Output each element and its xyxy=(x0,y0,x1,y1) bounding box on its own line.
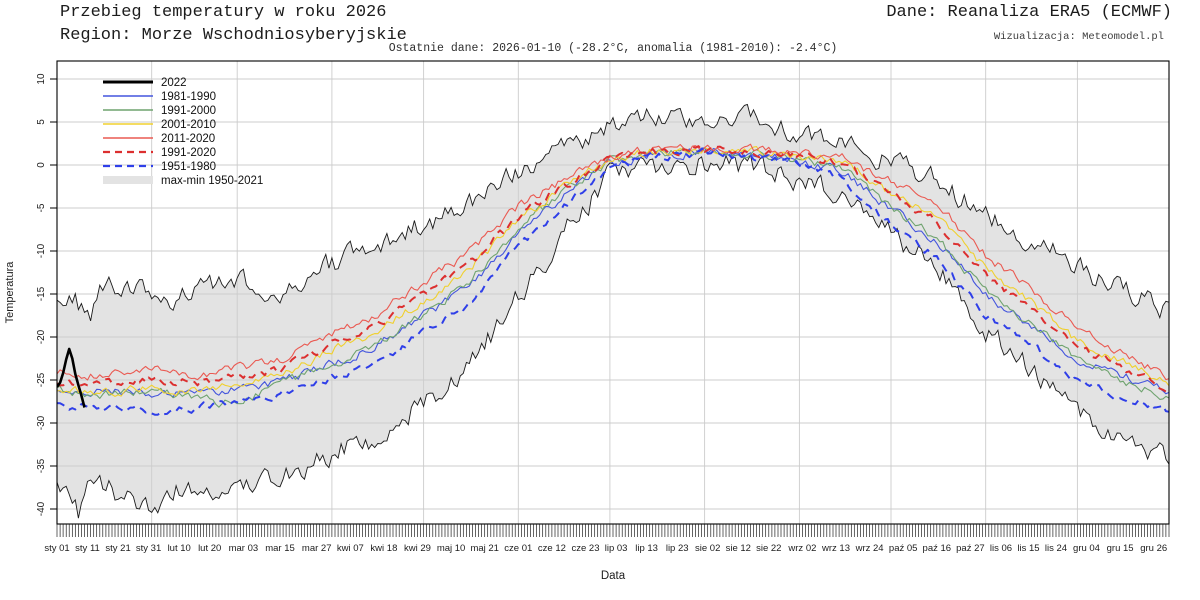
x-tick-label: sie 12 xyxy=(726,543,751,554)
legend-label: 2011-2020 xyxy=(161,133,215,145)
legend-label: max-min 1950-2021 xyxy=(161,175,263,187)
series-line-1951-1980 xyxy=(57,147,1169,416)
x-tick-label: cze 01 xyxy=(504,543,532,554)
x-tick-label: cze 23 xyxy=(572,543,600,554)
x-tick-label: maj 10 xyxy=(437,543,466,554)
legend: 2022 1981-1990 1991-2000 2001-2010 2011-2020… xyxy=(103,77,263,187)
x-axis-title: Data xyxy=(601,570,626,582)
x-tick-label: kwi 18 xyxy=(370,543,397,554)
x-tick-label: sie 02 xyxy=(695,543,720,554)
legend-label: 1991-2000 xyxy=(161,105,216,117)
legend-item: 1991-2020 xyxy=(103,147,216,159)
y-tick-label: 10 xyxy=(36,73,47,85)
legend-label: 1981-1990 xyxy=(161,91,216,103)
x-tick-label: mar 15 xyxy=(265,543,295,554)
y-tick-label: -30 xyxy=(36,415,47,430)
x-tick-label: mar 03 xyxy=(229,543,259,554)
legend-item: 1951-1980 xyxy=(103,161,216,173)
x-tick-label: gru 26 xyxy=(1140,543,1167,554)
x-tick-label: paź 27 xyxy=(956,543,985,554)
x-tick-label: sty 31 xyxy=(136,543,161,554)
band-max-line xyxy=(57,103,1169,322)
x-tick-label: wrz 02 xyxy=(787,543,816,554)
legend-label: 1991-2020 xyxy=(161,147,216,159)
axes: 10 5 0 -5 -10 -15 -20 -25 -30 -35 -40 sty 01 sty 11 s… xyxy=(4,60,1170,582)
x-tick-label: lip 03 xyxy=(605,543,628,554)
last-data-info: Ostatnie dane: 2026-01-10 (-28.2°C, anom… xyxy=(388,42,838,55)
x-tick-label: lut 10 xyxy=(168,543,191,554)
series-lines xyxy=(57,103,1169,519)
y-tick-label: -35 xyxy=(36,458,47,473)
series-line-1991-2000 xyxy=(57,147,1169,408)
x-tick-label: lis 06 xyxy=(990,543,1012,554)
x-tick-label: wrz 13 xyxy=(821,543,850,554)
x-tick-label: cze 12 xyxy=(538,543,566,554)
series-line-2022 xyxy=(57,347,86,408)
series-line-1981-1990 xyxy=(57,147,1169,398)
legend-label: 2001-2010 xyxy=(161,119,216,131)
x-tick-label: sie 22 xyxy=(756,543,781,554)
series-line-2001-2010 xyxy=(57,146,1169,397)
legend-label: 2022 xyxy=(161,77,187,89)
y-tick-label: 5 xyxy=(36,119,47,125)
y-tick-label: -25 xyxy=(36,372,47,387)
x-tick-label: lip 13 xyxy=(635,543,658,554)
legend-band-swatch xyxy=(103,176,153,184)
visualization-credit: Wizualizacja: Meteomodel.pl xyxy=(993,31,1164,43)
y-tick-label: -10 xyxy=(36,243,47,258)
x-tick-label: sty 11 xyxy=(75,543,100,554)
legend-item: 2011-2020 xyxy=(103,133,215,145)
x-tick-label: lis 24 xyxy=(1045,543,1067,554)
legend-item: max-min 1950-2021 xyxy=(103,175,263,187)
series-line-2011-2020 xyxy=(57,143,1169,381)
x-tick-label: lis 15 xyxy=(1017,543,1039,554)
series-line-1991-2020 xyxy=(57,145,1169,393)
y-tick-label: -40 xyxy=(36,501,47,516)
x-tick-label: paź 05 xyxy=(889,543,918,554)
y-tick-label: 0 xyxy=(36,162,47,168)
legend-item: 2001-2010 xyxy=(103,119,216,131)
legend-item: 1991-2000 xyxy=(103,105,216,117)
legend-item: 1981-1990 xyxy=(103,91,216,103)
gridlines xyxy=(57,61,1169,524)
x-tick-label: wrz 24 xyxy=(855,543,884,554)
y-tick-label: -20 xyxy=(36,329,47,344)
x-tick-label: paź 16 xyxy=(923,543,952,554)
x-tick-label: maj 21 xyxy=(470,543,499,554)
x-tick-label: sty 01 xyxy=(44,543,69,554)
data-source-label: Dane: Reanaliza ERA5 (ECMWF) xyxy=(886,3,1172,22)
x-tick-label: mar 27 xyxy=(302,543,332,554)
legend-label: 1951-1980 xyxy=(161,161,216,173)
x-tick-label: lip 23 xyxy=(666,543,689,554)
x-tick-label: kwi 29 xyxy=(404,543,431,554)
x-tick-label: gru 15 xyxy=(1107,543,1134,554)
x-tick-label: kwi 07 xyxy=(337,543,364,554)
x-tick-label: gru 04 xyxy=(1073,543,1100,554)
y-axis-title: Temperatura xyxy=(4,261,16,324)
y-tick-label: -5 xyxy=(36,203,47,212)
y-tick-label: -15 xyxy=(36,286,47,301)
chart-title: Przebieg temperatury w roku 2026 xyxy=(60,3,387,22)
x-tick-label: sty 21 xyxy=(105,543,130,554)
chart-region-subtitle: Region: Morze Wschodniosyberyjskie xyxy=(60,26,407,45)
x-tick-label: lut 20 xyxy=(198,543,221,554)
legend-item: 2022 xyxy=(103,77,187,89)
daily-ticks xyxy=(56,524,1170,537)
